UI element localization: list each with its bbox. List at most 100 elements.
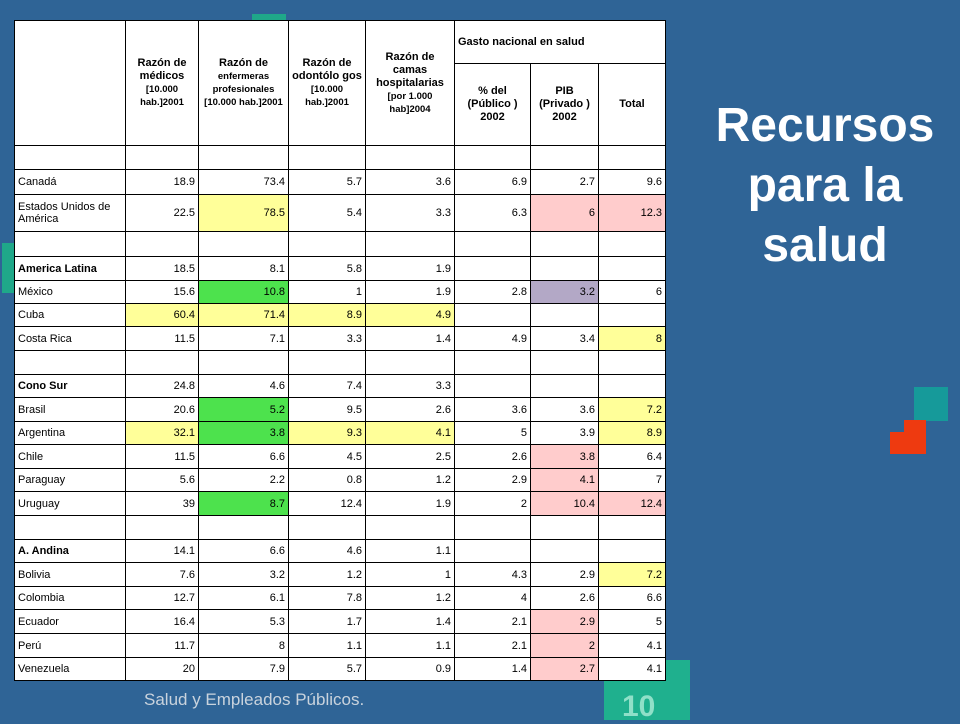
table-cell: 4.1 <box>598 633 666 658</box>
table-cell: 5.3 <box>198 609 289 634</box>
table-cell: 3.6 <box>530 397 599 422</box>
table-cell <box>198 145 289 170</box>
table-row <box>14 145 666 170</box>
table-cell: 5 <box>454 421 531 445</box>
table-row: Estados Unidos de América 22.5 78.5 5.4 3.3 6… <box>14 194 666 232</box>
table-cell: 14.1 <box>125 539 199 563</box>
table-cell: 1 <box>365 562 455 587</box>
table-cell: 7.2 <box>598 397 666 422</box>
table-row: Colombia 12.7 6.1 7.8 1.2 4 2.6 6.6 <box>14 586 666 610</box>
table-cell <box>198 231 289 257</box>
header-total: Total <box>598 63 666 146</box>
table-cell: 6.1 <box>198 586 289 610</box>
table-cell: 3.2 <box>198 562 289 587</box>
table-cell: 60.4 <box>125 303 199 327</box>
row-label <box>14 231 126 257</box>
table-cell: 6.6 <box>198 539 289 563</box>
table-cell: 4 <box>454 586 531 610</box>
table-cell: 3.3 <box>365 194 455 232</box>
row-label: Canadá <box>14 169 126 195</box>
table-cell: 6.6 <box>598 586 666 610</box>
table-cell <box>598 145 666 170</box>
table-cell: 71.4 <box>198 303 289 327</box>
decor-square-teal-right <box>914 387 948 421</box>
table-cell: 4.3 <box>454 562 531 587</box>
table-cell: 7.8 <box>288 586 366 610</box>
table-cell: 11.5 <box>125 326 199 351</box>
table-cell: 20 <box>125 657 199 681</box>
table-row: Ecuador 16.4 5.3 1.7 1.4 2.1 2.9 5 <box>14 609 666 634</box>
table-cell: 5 <box>598 609 666 634</box>
table-row: Canadá 18.9 73.4 5.7 3.6 6.9 2.7 9.6 <box>14 169 666 195</box>
table-cell: 1.4 <box>365 326 455 351</box>
table-row: Cono Sur 24.8 4.6 7.4 3.3 <box>14 374 666 398</box>
table-cell: 7.4 <box>288 374 366 398</box>
row-label: Ecuador <box>14 609 126 634</box>
table-row: Costa Rica 11.5 7.1 3.3 1.4 4.9 3.4 8 <box>14 326 666 351</box>
table-cell: 2.5 <box>365 444 455 469</box>
table-cell: 5.4 <box>288 194 366 232</box>
table-cell <box>598 350 666 375</box>
table-cell <box>288 145 366 170</box>
table-cell: 4.5 <box>288 444 366 469</box>
table-cell: 24.8 <box>125 374 199 398</box>
table-cell: 1.9 <box>365 256 455 281</box>
table-cell: 7.2 <box>598 562 666 587</box>
header-publico: % del (Público ) 2002 <box>454 63 531 146</box>
table-cell: 10.8 <box>198 280 289 304</box>
table-cell: 2.8 <box>454 280 531 304</box>
table-cell: 12.4 <box>598 491 666 516</box>
table-cell: 3.8 <box>198 421 289 445</box>
header-enfermeras-unit: [10.000 hab.]2001 <box>204 97 283 108</box>
table-cell <box>598 515 666 540</box>
table-row: Uruguay 39 8.7 12.4 1.9 2 10.4 12.4 <box>14 491 666 516</box>
table-cell <box>365 515 455 540</box>
table-cell <box>454 303 531 327</box>
table-cell <box>530 350 599 375</box>
table-cell: 4.9 <box>454 326 531 351</box>
header-gasto: Gasto nacional en salud <box>454 20 666 64</box>
header-medicos: Razón de médicos [10.000 hab.]2001 <box>125 20 199 146</box>
table-cell: 11.7 <box>125 633 199 658</box>
row-label: Colombia <box>14 586 126 610</box>
table-cell: 3.6 <box>454 397 531 422</box>
table-cell <box>530 145 599 170</box>
table-cell: 1.2 <box>365 586 455 610</box>
table-cell <box>598 231 666 257</box>
row-label <box>14 350 126 375</box>
table-cell <box>365 231 455 257</box>
header-camas-label: Razón de camas hospitalarias <box>376 50 444 89</box>
table-cell: 22.5 <box>125 194 199 232</box>
row-label: Venezuela <box>14 657 126 681</box>
table-row: A. Andina 14.1 6.6 4.6 1.1 <box>14 539 666 563</box>
table-cell: 7 <box>598 468 666 492</box>
table-cell: 2.6 <box>365 397 455 422</box>
table-cell: 18.5 <box>125 256 199 281</box>
table-cell: 9.5 <box>288 397 366 422</box>
header-odontologos: Razón de odontólo gos [10.000 hab.]2001 <box>288 20 366 146</box>
table-row: Cuba 60.4 71.4 8.9 4.9 <box>14 303 666 327</box>
table-cell: 1.1 <box>365 633 455 658</box>
table-cell <box>598 303 666 327</box>
table-cell <box>454 539 531 563</box>
table-cell: 1.1 <box>365 539 455 563</box>
table-cell: 16.4 <box>125 609 199 634</box>
row-label: A. Andina <box>14 539 126 563</box>
table-row: America Latina 18.5 8.1 5.8 1.9 <box>14 256 666 281</box>
table-cell: 2.7 <box>530 169 599 195</box>
table-cell <box>454 374 531 398</box>
table-cell: 11.5 <box>125 444 199 469</box>
table-cell: 12.7 <box>125 586 199 610</box>
table-row: Argentina 32.1 3.8 9.3 4.1 5 3.9 8.9 <box>14 421 666 445</box>
table-cell: 2.1 <box>454 609 531 634</box>
row-label: Bolivia <box>14 562 126 587</box>
table-cell: 1.9 <box>365 280 455 304</box>
table-cell <box>598 256 666 281</box>
table-cell: 8 <box>598 326 666 351</box>
table-cell: 3.2 <box>530 280 599 304</box>
header-camas-unit: [por 1.000 hab]2004 <box>387 90 433 115</box>
table-cell <box>454 256 531 281</box>
table-cell: 1.4 <box>454 657 531 681</box>
table-cell: 8.1 <box>198 256 289 281</box>
table-cell <box>530 303 599 327</box>
